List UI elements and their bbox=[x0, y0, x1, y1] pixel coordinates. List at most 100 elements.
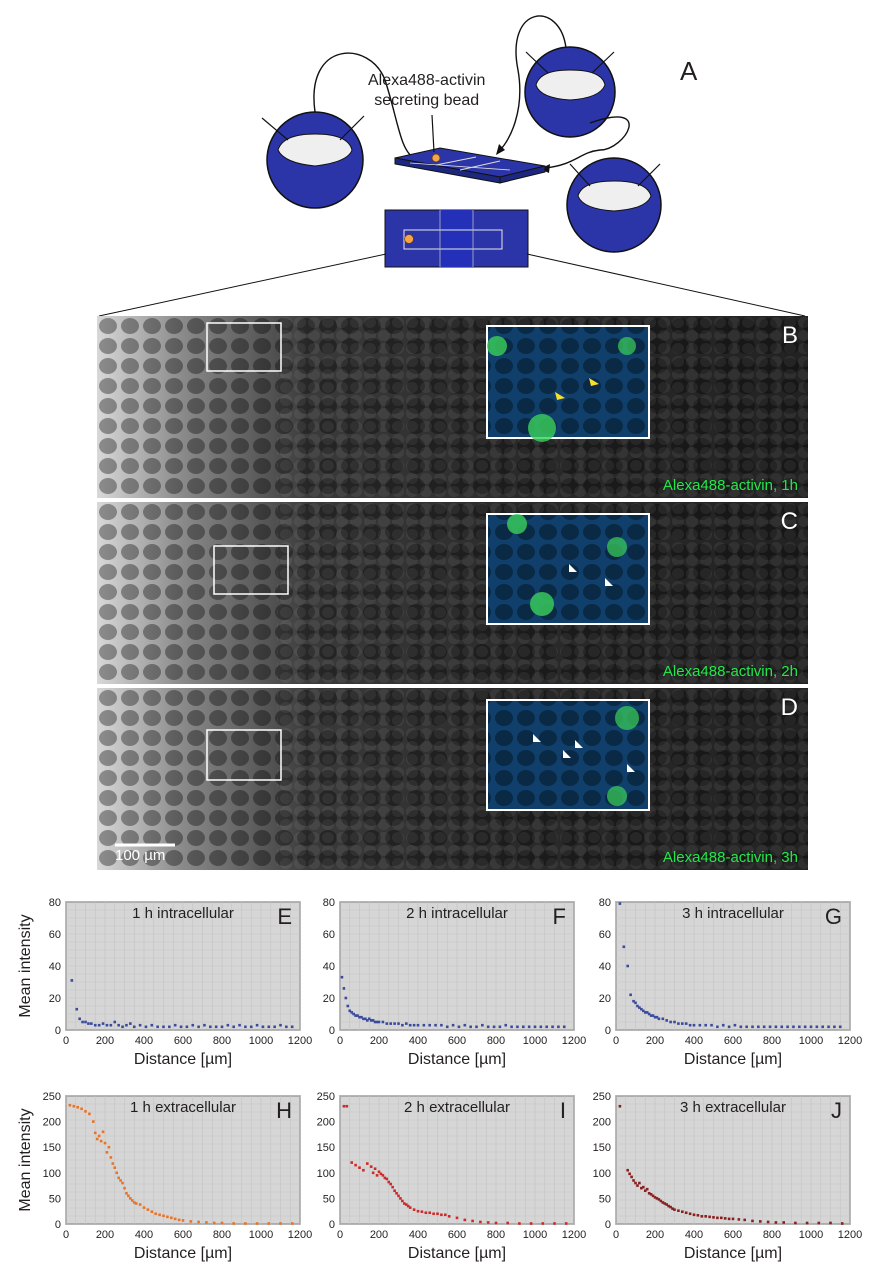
data-point bbox=[541, 1222, 545, 1225]
data-point bbox=[197, 1025, 200, 1029]
x-tick-label: 200 bbox=[646, 1229, 664, 1241]
data-point bbox=[371, 1019, 375, 1022]
data-point bbox=[642, 1009, 645, 1013]
y-tick-label: 150 bbox=[317, 1142, 335, 1154]
data-point bbox=[428, 1211, 431, 1215]
data-point bbox=[704, 1023, 707, 1027]
data-point bbox=[113, 1166, 117, 1169]
x-tick-label: 800 bbox=[487, 1229, 505, 1241]
data-point bbox=[643, 1189, 647, 1193]
data-point bbox=[168, 1025, 171, 1029]
data-point bbox=[632, 1179, 635, 1182]
data-point bbox=[721, 1023, 725, 1027]
x-tick-label: 0 bbox=[613, 1035, 619, 1047]
data-point bbox=[105, 1151, 109, 1154]
data-point bbox=[727, 1217, 731, 1221]
data-point bbox=[774, 1025, 778, 1029]
data-point bbox=[267, 1222, 271, 1225]
data-point bbox=[385, 1022, 389, 1025]
x-tick-label: 1200 bbox=[288, 1035, 312, 1047]
y-axis-label: Mean intensity bbox=[17, 1108, 34, 1211]
data-point bbox=[121, 1025, 124, 1029]
data-point bbox=[203, 1023, 206, 1027]
y-tick-label: 0 bbox=[329, 1219, 335, 1231]
data-point bbox=[150, 1210, 154, 1214]
roi-box-b bbox=[206, 322, 282, 372]
arrow-d-4 bbox=[627, 764, 635, 772]
data-point bbox=[463, 1218, 467, 1222]
data-point bbox=[527, 1025, 531, 1029]
data-point bbox=[529, 1222, 533, 1225]
y-tick-label: 0 bbox=[605, 1219, 611, 1231]
data-point bbox=[371, 1171, 375, 1175]
x-tick-label: 0 bbox=[63, 1229, 69, 1241]
chart-i: 0 200 400 600 800 1000 1200 0 50 100 150 200 250 Dist… bbox=[317, 1091, 587, 1262]
data-point bbox=[629, 993, 632, 997]
data-point bbox=[144, 1025, 148, 1029]
y-tick-label: 40 bbox=[323, 961, 335, 973]
y-tick-label: 200 bbox=[43, 1117, 61, 1129]
data-point bbox=[162, 1214, 165, 1218]
data-point bbox=[173, 1217, 177, 1221]
data-point bbox=[422, 1023, 426, 1027]
data-point bbox=[125, 1023, 128, 1027]
x-tick-label: 1200 bbox=[838, 1229, 862, 1241]
x-tick-label: 600 bbox=[724, 1229, 742, 1241]
data-point bbox=[173, 1023, 177, 1027]
data-point bbox=[119, 1179, 122, 1182]
x-tick-label: 800 bbox=[213, 1229, 231, 1241]
data-point bbox=[354, 1163, 357, 1167]
x-tick-label: 600 bbox=[448, 1035, 466, 1047]
data-point bbox=[522, 1025, 525, 1029]
x-tick-label: 0 bbox=[337, 1229, 343, 1241]
roi-box-d bbox=[206, 729, 282, 781]
data-point bbox=[344, 996, 348, 1000]
inset-c bbox=[486, 513, 650, 625]
data-point bbox=[673, 1020, 676, 1024]
data-point bbox=[121, 1181, 124, 1185]
x-tick-label: 800 bbox=[487, 1035, 505, 1047]
inset-d bbox=[486, 699, 650, 811]
zoom-line-left bbox=[98, 253, 387, 317]
data-point bbox=[692, 1213, 696, 1217]
data-point bbox=[385, 1177, 389, 1181]
data-point bbox=[162, 1025, 165, 1029]
y-tick-label: 20 bbox=[49, 993, 61, 1005]
data-point bbox=[774, 1221, 778, 1224]
data-point bbox=[618, 1104, 622, 1108]
data-point bbox=[197, 1220, 200, 1224]
data-point bbox=[401, 1023, 404, 1027]
data-point bbox=[146, 1208, 150, 1211]
schematic-panel-a bbox=[98, 15, 806, 317]
scalebar-label: 100 µm bbox=[115, 847, 166, 864]
y-tick-label: 20 bbox=[599, 993, 611, 1005]
data-point bbox=[220, 1221, 224, 1225]
data-point bbox=[68, 1103, 72, 1107]
y-tick-label: 40 bbox=[49, 961, 61, 973]
transfer-curve-top bbox=[499, 15, 567, 151]
data-point bbox=[354, 1014, 357, 1017]
data-point bbox=[704, 1215, 707, 1218]
data-point bbox=[125, 1191, 128, 1195]
data-point bbox=[80, 1107, 83, 1111]
x-tick-label: 400 bbox=[685, 1035, 703, 1047]
data-point bbox=[70, 979, 74, 982]
data-point bbox=[101, 1022, 105, 1025]
micrograph-d-image bbox=[97, 688, 808, 870]
data-point bbox=[539, 1025, 543, 1029]
data-point bbox=[636, 1184, 639, 1187]
data-point bbox=[649, 1014, 653, 1017]
data-point bbox=[179, 1025, 183, 1029]
data-point bbox=[290, 1222, 294, 1225]
data-point bbox=[84, 1020, 87, 1024]
y-tick-label: 250 bbox=[593, 1091, 611, 1103]
embryo-right bbox=[566, 157, 662, 253]
data-point bbox=[244, 1222, 247, 1225]
data-point bbox=[479, 1220, 482, 1224]
x-tick-label: 200 bbox=[370, 1229, 388, 1241]
data-point bbox=[564, 1222, 568, 1225]
data-point bbox=[643, 1011, 647, 1014]
data-point bbox=[638, 1006, 641, 1009]
